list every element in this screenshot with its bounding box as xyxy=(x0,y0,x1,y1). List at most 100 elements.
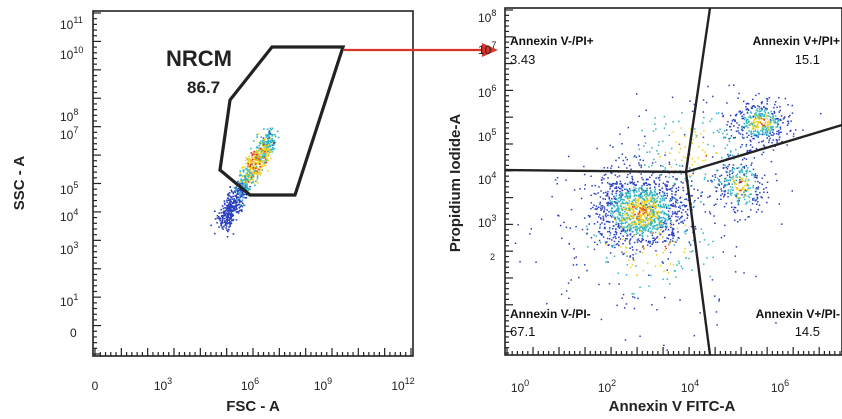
event-dot xyxy=(248,177,250,179)
event-dot xyxy=(633,204,635,206)
event-dot xyxy=(226,199,228,202)
event-dot xyxy=(671,231,674,234)
event-dot xyxy=(631,263,634,266)
event-dot xyxy=(636,226,638,228)
event-dot xyxy=(675,276,677,278)
event-dot xyxy=(664,167,667,169)
event-dot xyxy=(270,138,272,140)
event-dot xyxy=(775,322,777,324)
event-dot xyxy=(268,149,271,151)
event-dot xyxy=(260,140,262,142)
event-dot xyxy=(760,117,763,120)
event-dot xyxy=(726,184,729,186)
event-dot xyxy=(665,175,667,178)
event-dot xyxy=(664,245,667,248)
event-dot xyxy=(772,131,774,133)
event-dot xyxy=(639,214,642,217)
event-dot xyxy=(662,230,665,232)
event-dot xyxy=(607,244,609,246)
event-dot xyxy=(265,155,268,157)
event-dot xyxy=(658,183,660,185)
event-dot xyxy=(735,183,738,186)
event-dot xyxy=(231,213,234,216)
event-dot xyxy=(747,121,750,123)
event-dot xyxy=(230,196,233,199)
event-dot xyxy=(743,194,746,196)
event-dot xyxy=(259,168,262,170)
event-dot xyxy=(761,130,764,132)
event-dot xyxy=(615,183,617,185)
event-dot xyxy=(743,174,746,176)
event-dot xyxy=(639,209,641,211)
event-dot xyxy=(661,261,664,263)
event-dot xyxy=(622,202,624,204)
event-dot xyxy=(642,205,644,207)
event-dot xyxy=(668,172,670,175)
event-dot xyxy=(737,193,740,195)
event-dot xyxy=(639,195,641,197)
event-dot xyxy=(668,243,670,246)
left-y-tick-label: 105 xyxy=(60,180,78,197)
event-dot xyxy=(234,191,237,193)
event-dot xyxy=(750,193,753,195)
event-dot xyxy=(236,188,238,190)
event-dot xyxy=(744,117,746,119)
event-dot xyxy=(665,185,667,188)
event-dot xyxy=(607,205,610,207)
event-dot xyxy=(267,146,269,148)
event-dot xyxy=(597,192,599,194)
event-dot xyxy=(646,215,649,217)
event-dot xyxy=(731,120,734,122)
event-dot xyxy=(568,155,570,158)
event-dot xyxy=(693,205,695,208)
event-dot xyxy=(624,211,626,213)
event-dot xyxy=(268,137,270,139)
event-dot xyxy=(643,220,646,222)
event-dot xyxy=(621,229,623,232)
event-dot xyxy=(664,169,666,171)
event-dot xyxy=(776,126,779,128)
event-dot xyxy=(764,125,767,128)
event-dot xyxy=(716,324,718,326)
event-dot xyxy=(604,241,607,243)
event-dot xyxy=(593,192,595,195)
event-dot xyxy=(614,246,616,249)
event-dot xyxy=(730,194,732,196)
event-dot xyxy=(719,175,721,177)
event-dot xyxy=(647,229,650,231)
event-dot xyxy=(614,187,616,189)
event-dot xyxy=(753,123,755,125)
event-dot xyxy=(736,193,738,195)
event-dot xyxy=(748,170,751,173)
event-dot xyxy=(670,234,673,236)
event-dot xyxy=(746,125,748,127)
event-dot xyxy=(231,198,233,200)
event-dot xyxy=(596,147,598,150)
event-dot xyxy=(739,179,741,181)
event-dot xyxy=(614,219,616,221)
event-dot xyxy=(242,175,244,178)
event-dot xyxy=(649,176,651,179)
event-dot xyxy=(692,139,694,141)
event-dot xyxy=(624,196,626,198)
event-dot xyxy=(776,179,778,182)
event-dot xyxy=(728,84,730,87)
event-dot xyxy=(772,115,774,118)
event-dot xyxy=(658,232,661,234)
event-dot xyxy=(778,131,780,134)
event-dot xyxy=(235,196,238,198)
event-dot xyxy=(661,195,663,198)
event-dot xyxy=(573,257,576,259)
event-dot xyxy=(624,231,626,233)
event-dot xyxy=(216,217,219,219)
event-dot xyxy=(244,176,246,179)
event-dot xyxy=(252,154,255,157)
event-dot xyxy=(679,148,682,150)
event-dot xyxy=(625,188,628,190)
event-dot xyxy=(245,180,247,182)
event-dot xyxy=(267,142,269,145)
event-dot xyxy=(614,201,616,203)
event-dot xyxy=(641,129,643,132)
event-dot xyxy=(599,233,602,235)
event-dot xyxy=(649,242,651,244)
